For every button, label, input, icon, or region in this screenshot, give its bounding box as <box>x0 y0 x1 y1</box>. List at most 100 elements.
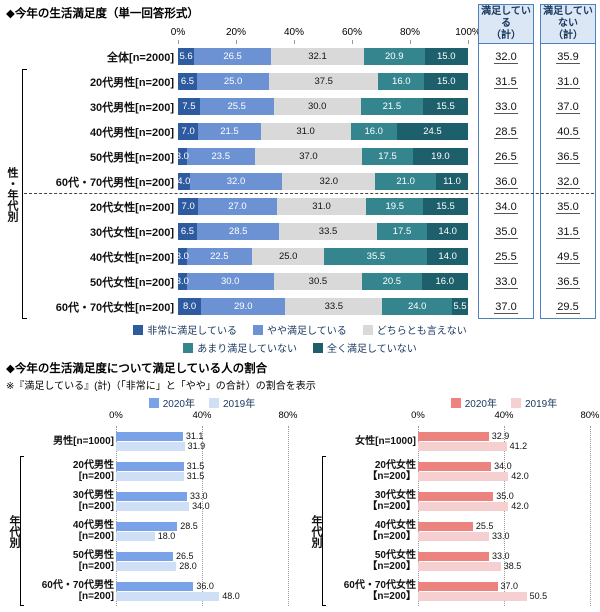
segment-value: 25.0 <box>279 251 298 262</box>
bar-row: 34.042.0 <box>418 456 590 486</box>
category-label: 30代女性 【n=200】 <box>328 486 416 516</box>
bar-value: 28.5 <box>180 521 198 531</box>
bar <box>418 582 498 591</box>
bar-segment: 23.5 <box>187 148 255 165</box>
female-chart-labels: 女性[n=1000]20代女性 【n=200】30代女性 【n=200】40代女… <box>328 426 416 606</box>
bar <box>418 492 493 501</box>
bar-value: 48.0 <box>222 591 240 601</box>
satisfied-total-value: 33.0 <box>478 276 534 288</box>
bar-value: 32.9 <box>492 431 510 441</box>
stacked-bar-row: 40代男性[n=200]7.021.531.016.024.528.540.5 <box>8 119 596 144</box>
bottom-section-note: ※『満足している』(計)（「非常に」と「やや」の合計）の割合を表示 <box>6 377 316 392</box>
bar-segment: 14.0 <box>427 248 468 265</box>
bar-value: 35.0 <box>496 491 514 501</box>
bar-segment: 16.0 <box>422 273 468 290</box>
bar-value: 37.0 <box>501 581 519 591</box>
stacked-bar-row: 50代女性[n=200]3.030.030.520.516.033.036.5 <box>8 269 596 294</box>
segment-value: 21.5 <box>383 101 402 112</box>
stacked-bar-row: 20代女性[n=200]7.027.031.019.515.534.035.0 <box>8 194 596 219</box>
unsatisfied-total-header: 満足していない （計） <box>540 4 596 44</box>
bar <box>418 442 507 451</box>
bar-row: 36.048.0 <box>116 576 288 606</box>
bar-line: 31.9 <box>116 442 288 451</box>
category-label: 20代男性[n=200] <box>8 74 178 90</box>
satisfied-total-header: 満足している （計） <box>478 4 534 44</box>
legend-swatch <box>451 398 461 408</box>
bar-line: 41.2 <box>418 442 590 451</box>
category-label: 女性[n=1000] <box>328 426 416 456</box>
bar-segment: 15.0 <box>424 73 468 90</box>
segment-value: 11.0 <box>443 176 461 187</box>
male-age-bracket <box>20 456 24 606</box>
bar-row: 32.941.2 <box>418 426 590 456</box>
category-label: 30代女性[n=200] <box>8 224 178 240</box>
segment-value: 24.0 <box>408 301 427 312</box>
stacked-bar-row: 全体[n=2000]5.626.532.120.915.032.035.9 <box>8 44 596 69</box>
bar-segment: 37.5 <box>269 73 378 90</box>
satisfied-total-value: 34.0 <box>478 201 534 213</box>
axis-tick-label: 0% <box>171 27 185 38</box>
bar-segment: 20.9 <box>364 48 425 65</box>
category-label: 20代男性 [n=200] <box>26 456 114 486</box>
bar <box>418 462 491 471</box>
bar-segment: 32.1 <box>271 48 364 65</box>
bar-segment: 17.5 <box>377 223 428 240</box>
bar-segment: 15.0 <box>425 48 468 65</box>
segment-value: 27.0 <box>228 201 247 212</box>
segment-value: 22.5 <box>210 251 229 262</box>
stacked-bar: 7.525.530.021.515.5 <box>178 98 468 115</box>
legend-line: あまり満足していない全く満足していない <box>0 340 600 355</box>
bar-value: 34.0 <box>192 501 210 511</box>
stacked-bar-row: 60代・70代男性[n=200]4.032.032.021.011.036.03… <box>8 169 596 194</box>
bar-line: 31.5 <box>116 472 288 481</box>
bar-segment: 7.0 <box>178 198 198 215</box>
bar <box>116 522 177 531</box>
stacked-bar: 4.032.032.021.011.0 <box>178 173 468 190</box>
axis-tick-label: 40% <box>192 410 211 421</box>
unsatisfied-total-number: 36.5 <box>556 151 579 164</box>
bar <box>116 462 184 471</box>
category-label: 20代女性 【n=200】 <box>328 456 416 486</box>
legend-label: 非常に満足している <box>147 322 237 337</box>
satisfied-total-value: 31.5 <box>478 76 534 88</box>
bar-segment: 30.5 <box>274 273 362 290</box>
bar <box>418 592 527 601</box>
bar-row: 31.131.9 <box>116 426 288 456</box>
unsatisfied-total-value: 29.5 <box>540 301 596 313</box>
unsatisfied-total-number: 37.0 <box>556 101 579 114</box>
bar <box>418 472 508 481</box>
legend-swatch <box>209 398 219 408</box>
bar-segment: 19.0 <box>413 148 468 165</box>
bar-segment: 8.0 <box>178 298 201 315</box>
bar-line: 36.0 <box>116 582 288 591</box>
survey-results-page: ◆今年の生活満足度（単一回答形式） 0%20%40%60%80%100% 全体[… <box>0 0 600 612</box>
bar <box>418 562 501 571</box>
axis-tick-label: 80% <box>278 410 297 421</box>
legend-swatch <box>253 325 263 335</box>
bar-segment: 31.0 <box>261 123 351 140</box>
bar-segment: 21.0 <box>375 173 436 190</box>
axis-tick-label: 100% <box>455 27 481 38</box>
satisfied-total-number: 31.5 <box>494 76 517 89</box>
bar <box>116 502 189 511</box>
bar-segment: 15.5 <box>423 98 468 115</box>
legend-label: やや満足している <box>267 322 347 337</box>
top-chart-rows: 全体[n=2000]5.626.532.120.915.032.035.9 20代… <box>8 44 596 319</box>
unsatisfied-total-number: 31.0 <box>556 76 579 89</box>
bar-segment: 26.5 <box>194 48 271 65</box>
segment-value: 3.0 <box>176 276 189 287</box>
bar-value: 34.0 <box>494 461 512 471</box>
stacked-bar: 6.525.037.516.015.0 <box>178 73 468 90</box>
bar <box>418 552 489 561</box>
bar-segment: 24.0 <box>382 298 452 315</box>
gender-age-axis-label: 性・年代別 <box>4 69 20 319</box>
bar-line: 42.0 <box>418 502 590 511</box>
unsatisfied-total-header-line1: 満足していない <box>541 6 595 30</box>
unsatisfied-total-number: 36.5 <box>556 276 579 289</box>
bar-segment: 25.0 <box>197 73 270 90</box>
bar-line: 26.5 <box>116 552 288 561</box>
unsatisfied-total-value: 35.9 <box>540 51 596 63</box>
segment-value: 21.0 <box>396 176 415 187</box>
bar-row: 28.518.0 <box>116 516 288 546</box>
stacked-bar: 3.023.537.017.519.0 <box>178 148 468 165</box>
